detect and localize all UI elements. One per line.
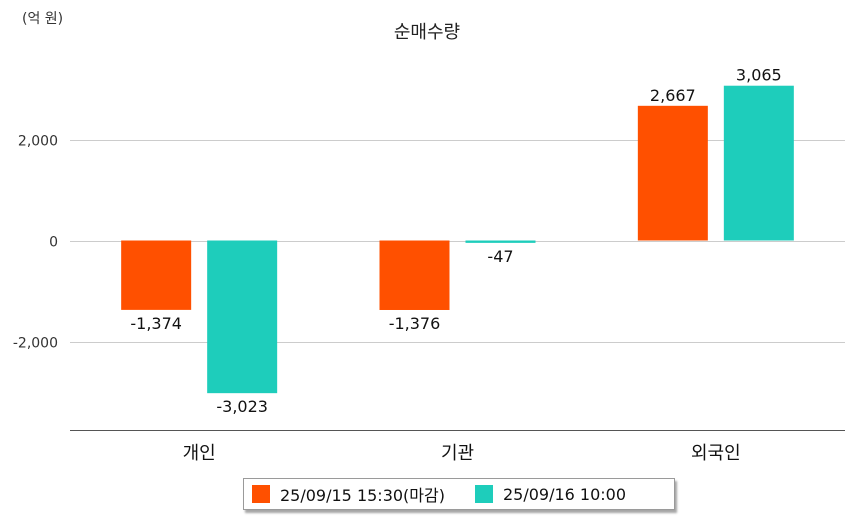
data-label: 2,667 [650,86,696,105]
bar [121,240,192,310]
chart-title: 순매수량 [393,22,461,43]
y-tick-label: 2,000 [18,134,58,150]
bar [637,105,708,241]
unit-label: (억 원) [22,11,64,27]
y-tick-label: -2,000 [13,336,58,352]
y-tick-label: 0 [49,235,58,251]
bar [207,240,278,394]
bar [723,85,794,241]
legend: 25/09/15 15:30(마감) 25/09/16 10:00 [243,478,675,510]
bar [465,240,536,243]
legend-item-series-2[interactable]: 25/09/16 10:00 [474,484,627,504]
x-category-label: 외국인 [691,443,741,464]
data-label: 3,065 [736,66,782,85]
legend-item-series-1[interactable]: 25/09/15 15:30(마감) [252,482,445,506]
data-label: -1,374 [130,314,182,333]
legend-swatch-series-1 [252,485,270,503]
x-category-label: 기관 [441,443,474,464]
data-label: -47 [487,247,513,266]
legend-swatch-series-2 [474,485,493,503]
data-label: -1,376 [389,314,441,333]
legend-label-series-2: 25/09/16 10:00 [502,484,627,504]
bar [379,240,450,310]
x-category-label: 개인 [183,443,216,464]
legend-label-series-1: 25/09/15 15:30(마감) [280,486,445,505]
data-label: -3,023 [216,397,268,416]
